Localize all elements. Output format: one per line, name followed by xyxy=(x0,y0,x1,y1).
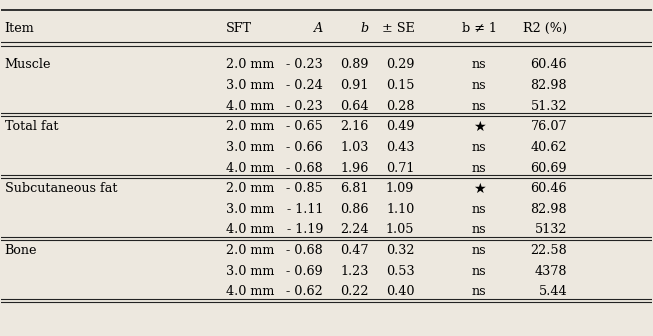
Text: - 0.23: - 0.23 xyxy=(287,99,323,113)
Text: 0.15: 0.15 xyxy=(386,79,414,92)
Text: 2.0 mm: 2.0 mm xyxy=(226,58,274,71)
Text: ns: ns xyxy=(472,223,486,237)
Text: ns: ns xyxy=(472,79,486,92)
Text: ns: ns xyxy=(472,141,486,154)
Text: 6.81: 6.81 xyxy=(340,182,369,195)
Text: 82.98: 82.98 xyxy=(530,79,567,92)
Text: 1.23: 1.23 xyxy=(340,265,369,278)
Text: 5.44: 5.44 xyxy=(539,286,567,298)
Text: - 0.85: - 0.85 xyxy=(287,182,323,195)
Text: 60.69: 60.69 xyxy=(530,162,567,174)
Text: 1.96: 1.96 xyxy=(340,162,369,174)
Text: R2 (%): R2 (%) xyxy=(523,22,567,35)
Text: - 0.68: - 0.68 xyxy=(287,162,323,174)
Text: Muscle: Muscle xyxy=(5,58,51,71)
Text: ns: ns xyxy=(472,203,486,216)
Text: 2.0 mm: 2.0 mm xyxy=(226,244,274,257)
Text: 0.89: 0.89 xyxy=(340,58,369,71)
Text: - 0.66: - 0.66 xyxy=(287,141,323,154)
Text: 0.71: 0.71 xyxy=(386,162,414,174)
Text: 0.91: 0.91 xyxy=(340,79,369,92)
Text: 0.64: 0.64 xyxy=(340,99,369,113)
Text: 51.32: 51.32 xyxy=(530,99,567,113)
Text: ★: ★ xyxy=(473,182,486,196)
Text: - 1.11: - 1.11 xyxy=(287,203,323,216)
Text: 1.05: 1.05 xyxy=(386,223,414,237)
Text: 60.46: 60.46 xyxy=(530,58,567,71)
Text: 3.0 mm: 3.0 mm xyxy=(226,265,274,278)
Text: 40.62: 40.62 xyxy=(530,141,567,154)
Text: b: b xyxy=(360,22,369,35)
Text: - 0.69: - 0.69 xyxy=(287,265,323,278)
Text: ± SE: ± SE xyxy=(381,22,414,35)
Text: - 1.19: - 1.19 xyxy=(287,223,323,237)
Text: 4.0 mm: 4.0 mm xyxy=(226,286,274,298)
Text: Item: Item xyxy=(5,22,35,35)
Text: b ≠ 1: b ≠ 1 xyxy=(462,22,497,35)
Text: 1.10: 1.10 xyxy=(386,203,414,216)
Text: 2.16: 2.16 xyxy=(340,120,369,133)
Text: 4.0 mm: 4.0 mm xyxy=(226,99,274,113)
Text: 2.0 mm: 2.0 mm xyxy=(226,120,274,133)
Text: 0.28: 0.28 xyxy=(386,99,414,113)
Text: 0.40: 0.40 xyxy=(386,286,414,298)
Text: - 0.62: - 0.62 xyxy=(287,286,323,298)
Text: 1.03: 1.03 xyxy=(340,141,369,154)
Text: 0.53: 0.53 xyxy=(386,265,414,278)
Text: 0.49: 0.49 xyxy=(386,120,414,133)
Text: 0.29: 0.29 xyxy=(386,58,414,71)
Text: SFT: SFT xyxy=(226,22,251,35)
Text: 0.32: 0.32 xyxy=(386,244,414,257)
Text: 3.0 mm: 3.0 mm xyxy=(226,141,274,154)
Text: 0.43: 0.43 xyxy=(386,141,414,154)
Text: 4.0 mm: 4.0 mm xyxy=(226,223,274,237)
Text: 5132: 5132 xyxy=(535,223,567,237)
Text: - 0.65: - 0.65 xyxy=(287,120,323,133)
Text: Subcutaneous fat: Subcutaneous fat xyxy=(5,182,117,195)
Text: 0.86: 0.86 xyxy=(340,203,369,216)
Text: 4378: 4378 xyxy=(535,265,567,278)
Text: ★: ★ xyxy=(473,120,486,134)
Text: 60.46: 60.46 xyxy=(530,182,567,195)
Text: - 0.23: - 0.23 xyxy=(287,58,323,71)
Text: 0.22: 0.22 xyxy=(340,286,369,298)
Text: 3.0 mm: 3.0 mm xyxy=(226,79,274,92)
Text: 76.07: 76.07 xyxy=(530,120,567,133)
Text: 3.0 mm: 3.0 mm xyxy=(226,203,274,216)
Text: ns: ns xyxy=(472,58,486,71)
Text: - 0.24: - 0.24 xyxy=(287,79,323,92)
Text: 22.58: 22.58 xyxy=(530,244,567,257)
Text: 82.98: 82.98 xyxy=(530,203,567,216)
Text: 2.0 mm: 2.0 mm xyxy=(226,182,274,195)
Text: ns: ns xyxy=(472,244,486,257)
Text: A: A xyxy=(314,22,323,35)
Text: ns: ns xyxy=(472,162,486,174)
Text: 2.24: 2.24 xyxy=(340,223,369,237)
Text: Bone: Bone xyxy=(5,244,37,257)
Text: ns: ns xyxy=(472,286,486,298)
Text: - 0.68: - 0.68 xyxy=(287,244,323,257)
Text: Total fat: Total fat xyxy=(5,120,58,133)
Text: 1.09: 1.09 xyxy=(386,182,414,195)
Text: 0.47: 0.47 xyxy=(340,244,369,257)
Text: 4.0 mm: 4.0 mm xyxy=(226,162,274,174)
Text: ns: ns xyxy=(472,265,486,278)
Text: ns: ns xyxy=(472,99,486,113)
